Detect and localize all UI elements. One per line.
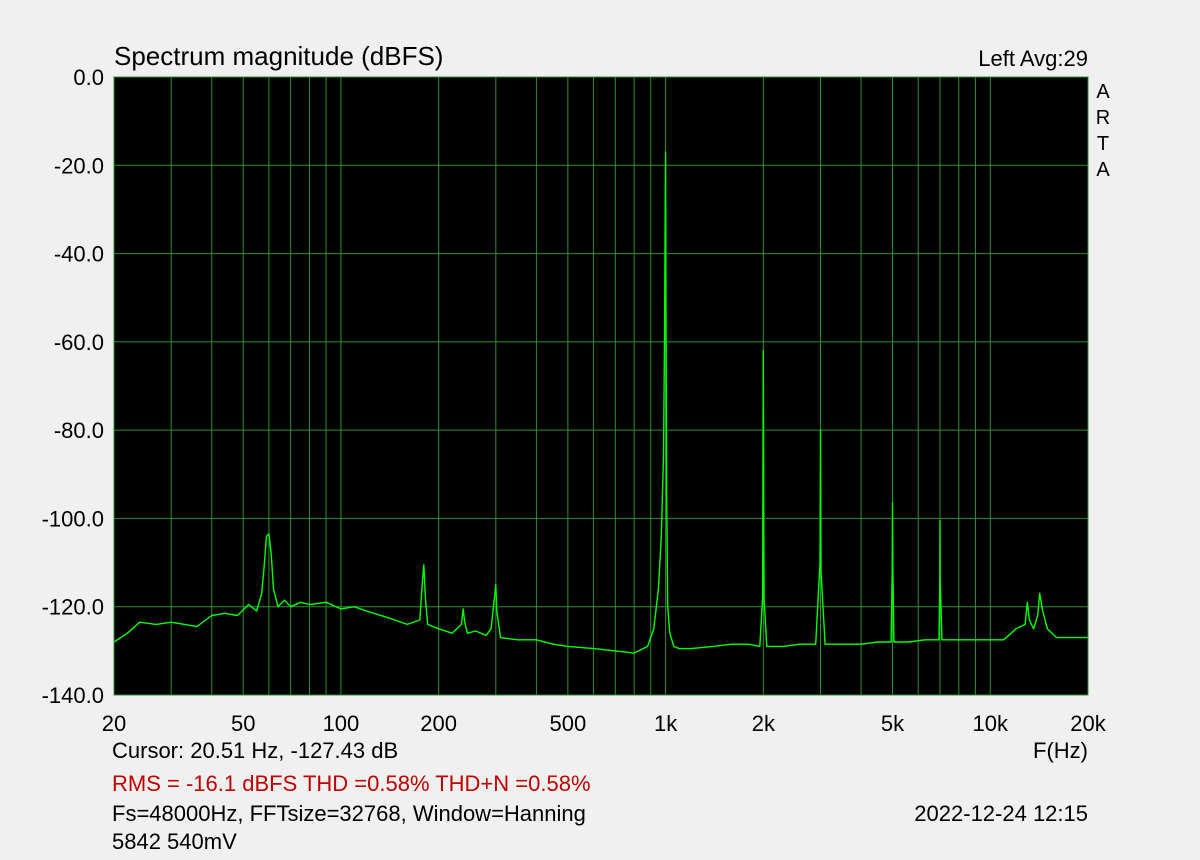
x-tick-label: 20k [1070, 711, 1106, 736]
x-tick-label: 500 [550, 711, 587, 736]
cursor-readout: Cursor: 20.51 Hz, -127.43 dB [112, 738, 399, 763]
brand-letter: A [1096, 159, 1110, 181]
y-tick-label: -100.0 [42, 506, 104, 531]
x-tick-label: 200 [420, 711, 457, 736]
brand-letter: A [1096, 81, 1110, 103]
arta-brand-label: A R T A [1093, 79, 1113, 183]
x-tick-label: 10k [973, 711, 1009, 736]
rms-thd-stats: RMS = -16.1 dBFS THD =0.58% THD+N =0.58% [112, 771, 591, 796]
y-tick-label: -20.0 [54, 153, 104, 178]
x-tick-label: 2k [752, 711, 776, 736]
y-tick-label: -80.0 [54, 418, 104, 443]
brand-letter: R [1095, 107, 1111, 129]
chart-title: Spectrum magnitude (dBFS) [114, 41, 444, 71]
x-tick-label: 1k [654, 711, 678, 736]
x-tick-label: 100 [323, 711, 360, 736]
x-tick-label: 50 [231, 711, 255, 736]
spectrum-trace-group [113, 151, 1088, 654]
fft-parameters: Fs=48000Hz, FFTsize=32768, Window=Hannin… [112, 801, 586, 826]
y-tick-label: -60.0 [54, 330, 104, 355]
plot-area[interactable] [114, 77, 1088, 695]
y-tick-label: -40.0 [54, 242, 104, 267]
channel-average-label: Left Avg:29 [978, 46, 1088, 71]
x-axis-unit-label: F(Hz) [1033, 738, 1088, 763]
timestamp: 2022-12-24 12:15 [914, 801, 1088, 826]
x-tick-label: 5k [881, 711, 905, 736]
plot-frame [113, 76, 1089, 696]
spectrum-trace [113, 151, 1088, 654]
y-tick-label: -120.0 [42, 595, 104, 620]
y-tick-label: 0.0 [73, 65, 104, 90]
x-tick-label: 20 [102, 711, 126, 736]
measurement-note: 5842 540mV [112, 829, 237, 854]
y-tick-label: -140.0 [42, 683, 104, 708]
tick-labels: 0.0 -20.0 -40.0 -60.0 -80.0 -100.0 -120.0 -140.… [42, 65, 1107, 736]
brand-letter: T [1096, 133, 1110, 155]
